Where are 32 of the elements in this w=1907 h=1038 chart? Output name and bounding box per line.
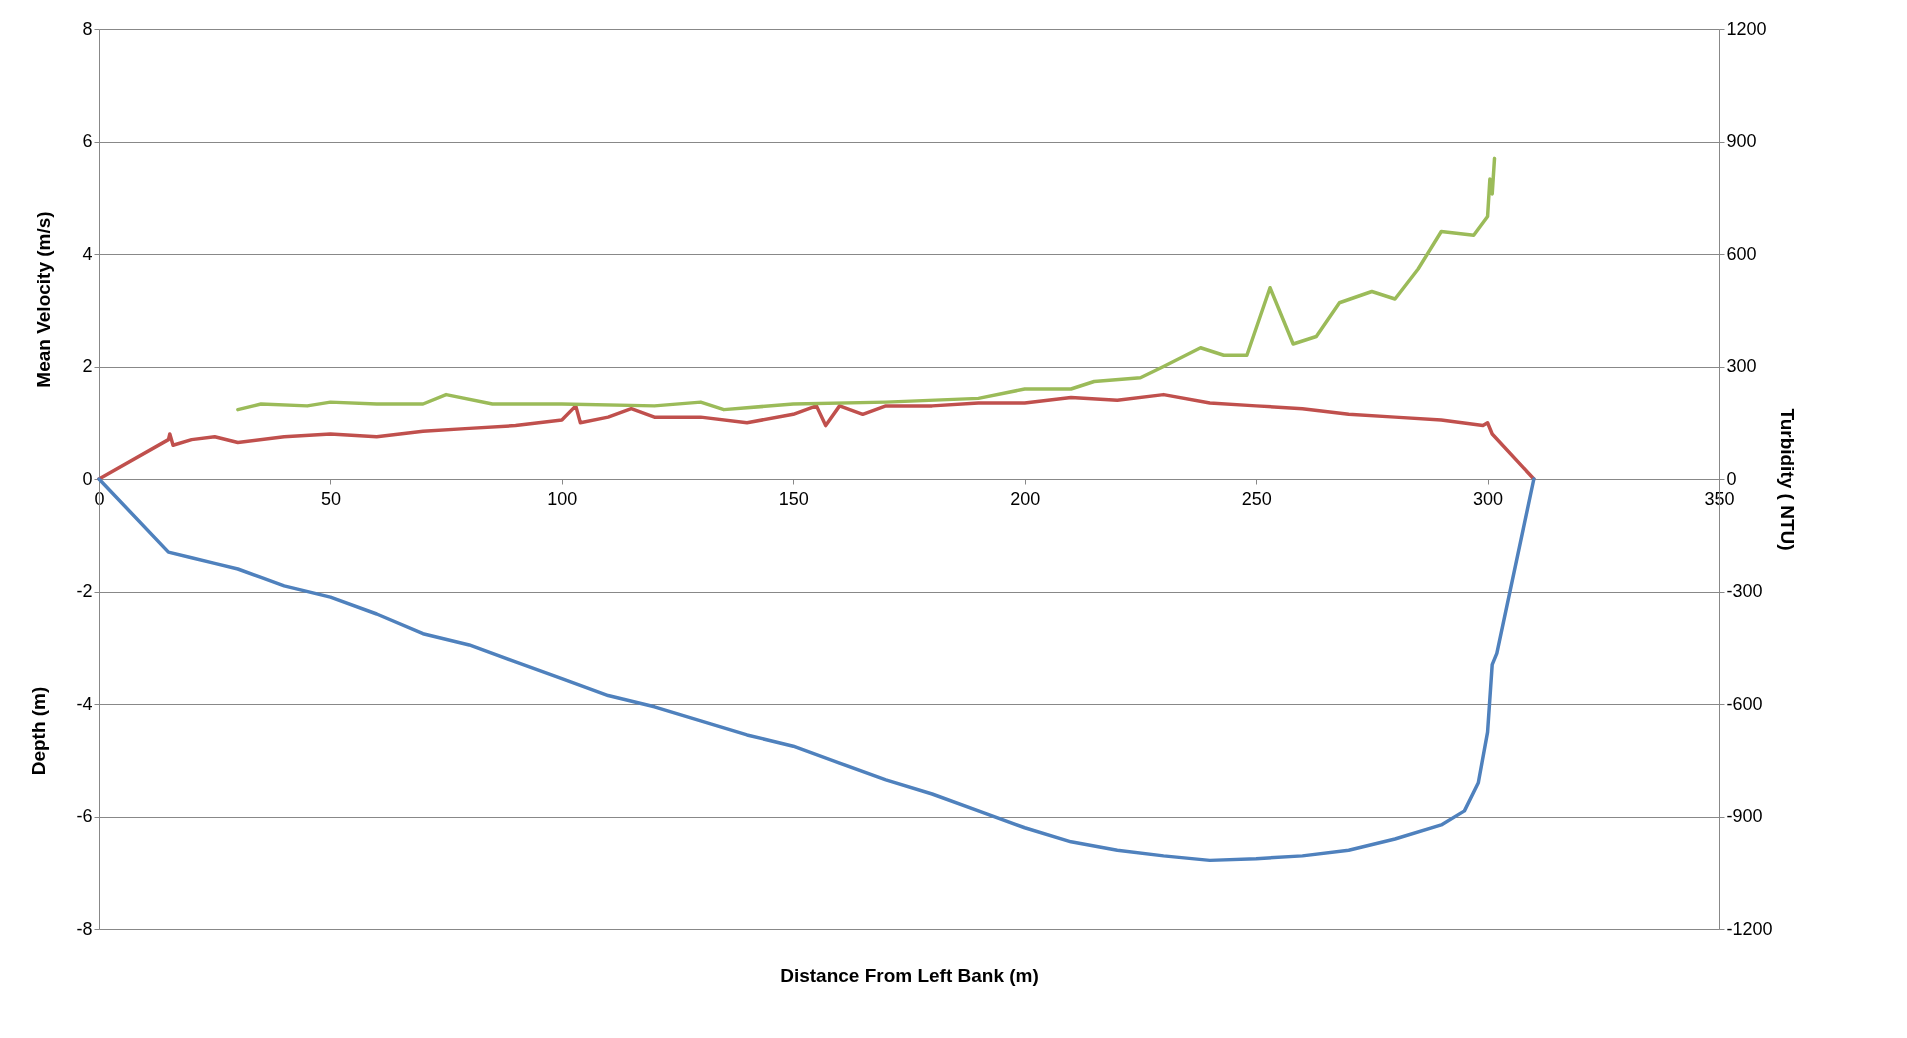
y2-tick-label: -300 [1726,581,1763,601]
x-tick-label: 250 [1241,488,1272,509]
x-tick-label: 200 [1010,488,1041,509]
y2-tick-label: 0 [1726,468,1737,489]
x-tick-label: 350 [1704,488,1735,509]
x-axis-title: Distance From Left Bank (m) [780,964,1039,986]
x-tick-label: 50 [320,488,341,509]
y-tick-label: 6 [82,131,93,151]
y2-tick-label: 300 [1726,356,1757,376]
y-tick-label: -4 [76,693,93,714]
y2-tick-label: 900 [1726,131,1757,151]
text: Depth (m) [28,686,49,776]
y-tick-label: 2 [82,356,93,376]
y2-axis-title: Turbidity ( NTU) [1776,408,1798,551]
y2-tick-label: -600 [1726,693,1763,714]
y-tick-label: 0 [82,468,93,489]
y-tick-label: -2 [76,581,93,601]
y-tick-label: 4 [82,243,93,264]
y-axis-title: Mean Velocity (m/s) [33,211,55,388]
y2-tick-label: 600 [1726,243,1757,264]
x-tick-label: 100 [547,488,578,509]
y-tick-label: -6 [76,806,93,826]
line-series [97,477,1536,863]
y-tick-label: -8 [76,918,93,939]
y2-tick-label: -900 [1726,806,1763,826]
x-tick-label: 150 [778,488,809,509]
y-tick-label: 8 [82,18,93,39]
line-series [236,156,1497,412]
line-series [97,392,1536,481]
x-tick-label: 300 [1473,488,1504,509]
y2-tick-label: 1200 [1726,18,1767,39]
y2-tick-label: -1200 [1726,918,1773,939]
